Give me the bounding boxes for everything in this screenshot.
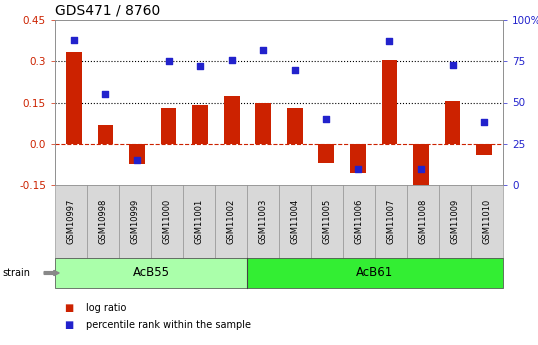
Text: GSM11002: GSM11002 xyxy=(226,199,236,244)
Text: ■: ■ xyxy=(65,320,74,330)
Bar xyxy=(381,60,397,144)
Point xyxy=(101,91,110,97)
Text: GSM10997: GSM10997 xyxy=(67,199,75,244)
Text: GSM11006: GSM11006 xyxy=(355,199,364,244)
Point xyxy=(259,47,267,52)
Text: GSM10999: GSM10999 xyxy=(131,199,139,244)
Point xyxy=(385,39,394,44)
Bar xyxy=(66,52,82,144)
Bar xyxy=(97,125,114,144)
Bar xyxy=(287,108,303,144)
Text: ■: ■ xyxy=(65,303,74,313)
Text: percentile rank within the sample: percentile rank within the sample xyxy=(86,320,251,330)
Bar xyxy=(444,101,461,144)
Bar xyxy=(350,144,366,172)
Text: GSM11004: GSM11004 xyxy=(291,199,300,244)
Text: GSM10998: GSM10998 xyxy=(98,199,108,244)
Point xyxy=(69,37,78,42)
Point xyxy=(164,59,173,64)
Point xyxy=(322,116,331,122)
Bar xyxy=(161,108,176,144)
Text: GSM11010: GSM11010 xyxy=(483,199,492,244)
Bar xyxy=(413,144,429,204)
Bar xyxy=(129,144,145,164)
Point xyxy=(228,57,236,62)
Point xyxy=(448,62,457,67)
Point xyxy=(416,166,425,171)
Text: GSM11001: GSM11001 xyxy=(195,199,203,244)
Text: GSM11009: GSM11009 xyxy=(450,199,459,244)
Text: strain: strain xyxy=(3,268,31,278)
Point xyxy=(133,157,141,163)
Point xyxy=(480,119,489,125)
Point xyxy=(196,63,204,69)
Text: AcB55: AcB55 xyxy=(132,266,169,279)
Bar xyxy=(256,102,271,144)
Point xyxy=(291,67,299,72)
Text: GSM11003: GSM11003 xyxy=(258,199,267,244)
Point xyxy=(353,166,362,171)
Bar xyxy=(192,105,208,144)
Bar xyxy=(476,144,492,155)
Text: GDS471 / 8760: GDS471 / 8760 xyxy=(55,3,160,18)
Text: GSM11007: GSM11007 xyxy=(386,199,395,244)
Bar xyxy=(318,144,334,163)
Text: AcB61: AcB61 xyxy=(356,266,394,279)
Bar xyxy=(224,96,239,144)
Text: log ratio: log ratio xyxy=(86,303,126,313)
Text: GSM11005: GSM11005 xyxy=(322,199,331,244)
Text: GSM11008: GSM11008 xyxy=(419,199,428,244)
Text: GSM11000: GSM11000 xyxy=(162,199,172,244)
